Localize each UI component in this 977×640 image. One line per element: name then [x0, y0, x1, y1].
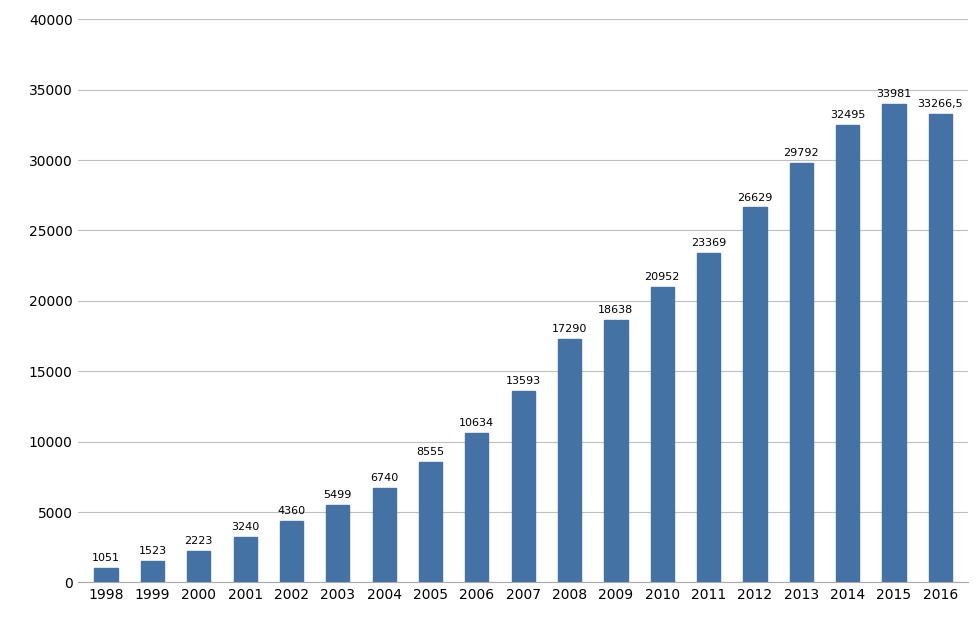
Bar — [697, 253, 719, 582]
Bar — [558, 339, 580, 582]
Text: 1051: 1051 — [92, 553, 120, 563]
Text: 13593: 13593 — [505, 376, 540, 386]
Text: 8555: 8555 — [416, 447, 445, 457]
Text: 1523: 1523 — [138, 546, 166, 556]
Bar — [835, 125, 859, 582]
Bar — [604, 320, 627, 582]
Bar — [326, 505, 349, 582]
Bar — [650, 287, 673, 582]
Text: 2223: 2223 — [185, 536, 213, 546]
Text: 20952: 20952 — [644, 273, 679, 282]
Bar — [95, 568, 117, 582]
Bar — [881, 104, 905, 582]
Text: 3240: 3240 — [231, 522, 259, 532]
Bar — [234, 537, 256, 582]
Text: 10634: 10634 — [459, 418, 494, 428]
Text: 6740: 6740 — [369, 472, 398, 483]
Text: 4360: 4360 — [277, 506, 305, 516]
Bar — [928, 114, 951, 582]
Bar — [511, 391, 534, 582]
Text: 33266,5: 33266,5 — [916, 99, 962, 109]
Text: 17290: 17290 — [551, 324, 586, 334]
Bar — [418, 462, 442, 582]
Bar — [187, 551, 210, 582]
Bar — [743, 207, 766, 582]
Text: 5499: 5499 — [323, 490, 352, 500]
Bar — [141, 561, 164, 582]
Bar — [279, 521, 303, 582]
Bar — [372, 488, 396, 582]
Bar — [465, 433, 488, 582]
Text: 23369: 23369 — [691, 239, 726, 248]
Text: 33981: 33981 — [875, 89, 911, 99]
Text: 29792: 29792 — [783, 148, 819, 158]
Text: 18638: 18638 — [598, 305, 633, 315]
Text: 32495: 32495 — [829, 110, 865, 120]
Text: 26629: 26629 — [737, 193, 772, 202]
Bar — [789, 163, 812, 582]
